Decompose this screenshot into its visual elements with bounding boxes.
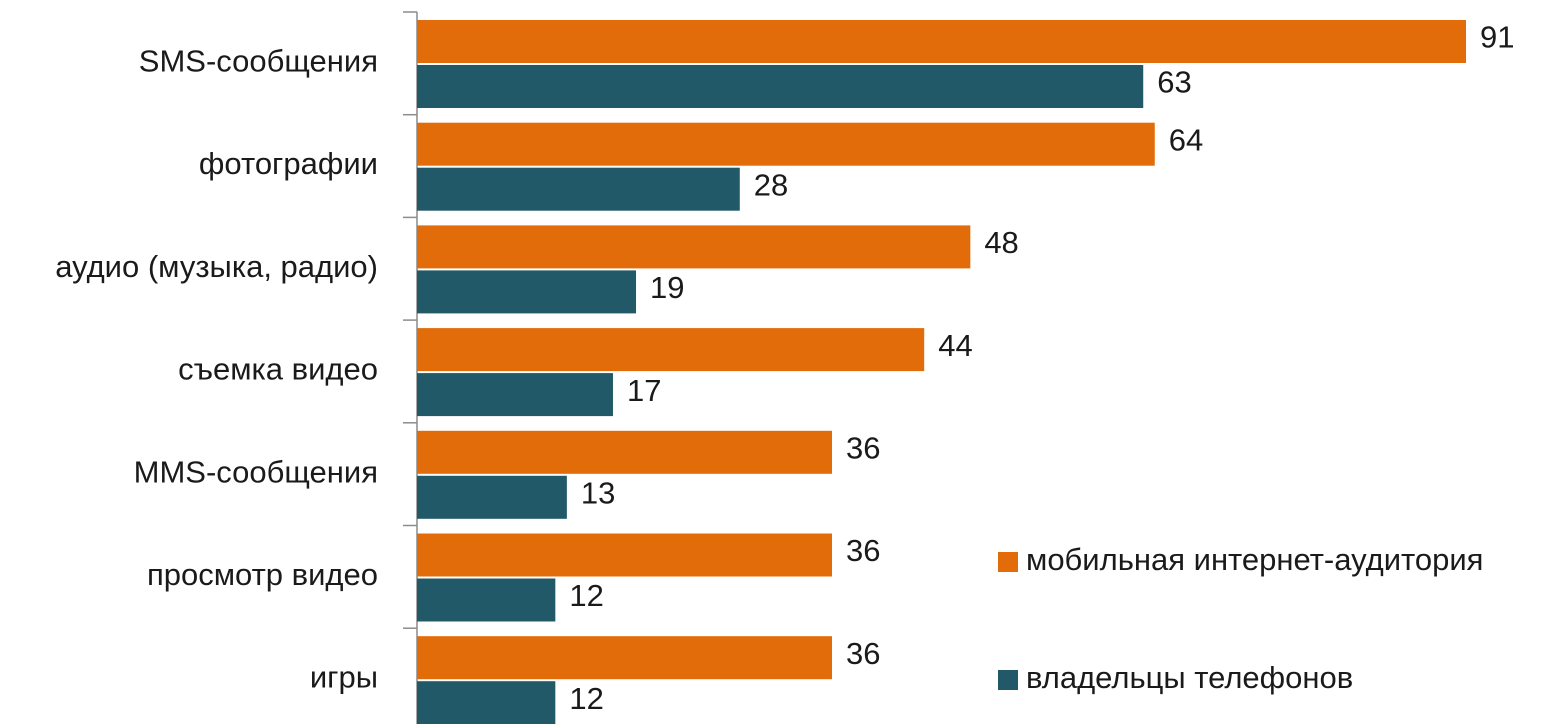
- data-label: 36: [846, 533, 880, 568]
- bar: [417, 270, 637, 314]
- data-label: 36: [846, 430, 880, 465]
- data-label: 17: [627, 373, 661, 408]
- data-label: 12: [569, 681, 603, 716]
- y-tick-label: MMS-сообщения: [134, 454, 378, 489]
- y-tick-label: аудио (музыка, радио): [55, 249, 378, 284]
- data-label: 48: [984, 225, 1018, 260]
- y-tick-label: просмотр видео: [147, 557, 378, 592]
- bar: [417, 636, 832, 680]
- bar: [417, 122, 1155, 166]
- data-label: 44: [938, 328, 972, 363]
- data-label: 63: [1157, 65, 1191, 100]
- bar: [417, 475, 567, 519]
- bar: [417, 20, 1466, 63]
- data-label: 91: [1480, 20, 1514, 55]
- y-tick-label: игры: [310, 660, 378, 695]
- data-label: 64: [1169, 122, 1203, 157]
- bar: [417, 681, 556, 724]
- legend-label: мобильная интернет-аудитория: [1026, 542, 1483, 577]
- bar: [417, 533, 832, 577]
- bar: [417, 430, 832, 474]
- bar: [417, 578, 556, 622]
- data-label: 12: [569, 578, 603, 613]
- data-label: 36: [846, 636, 880, 671]
- data-label: 28: [754, 167, 788, 202]
- legend-swatch: [998, 552, 1018, 572]
- bar: [417, 373, 613, 417]
- bar: [417, 167, 740, 211]
- bar: [417, 328, 925, 372]
- bar: [417, 225, 971, 269]
- y-tick-label: съемка видео: [178, 352, 378, 387]
- y-tick-label: SMS-сообщения: [139, 44, 378, 79]
- data-label: 19: [650, 270, 684, 305]
- bar: [417, 65, 1144, 108]
- y-tick-label: фотографии: [199, 146, 378, 181]
- legend-label: владельцы телефонов: [1026, 660, 1353, 695]
- legend-swatch: [998, 670, 1018, 690]
- data-label: 13: [581, 475, 615, 510]
